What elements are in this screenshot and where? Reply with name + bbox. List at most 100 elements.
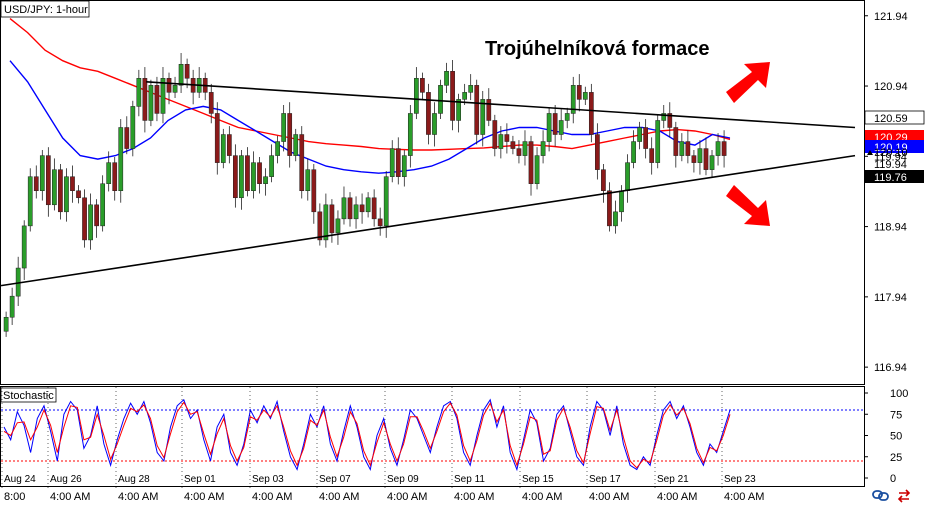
chart-title: USD/JPY: 1-hour bbox=[4, 4, 88, 16]
x-time-label-10: 4:00 AM bbox=[657, 491, 697, 503]
candle-9 bbox=[58, 169, 63, 213]
price-label-2: 120.19 bbox=[874, 142, 908, 154]
x-date-label-5: Sep 07 bbox=[319, 474, 351, 485]
candle-27 bbox=[166, 78, 172, 93]
arrow-up bbox=[726, 62, 770, 103]
x-date-label-11: Sep 23 bbox=[724, 474, 756, 485]
candle-119 bbox=[721, 141, 727, 156]
candle-34 bbox=[208, 92, 214, 114]
candle-28 bbox=[172, 85, 178, 93]
candle-111 bbox=[673, 127, 679, 156]
candle-88 bbox=[534, 155, 540, 184]
price-label-3: 120.10 bbox=[874, 147, 908, 159]
candle-69 bbox=[420, 78, 425, 93]
candle-24 bbox=[148, 85, 154, 121]
x-time-label-3: 4:00 AM bbox=[184, 491, 224, 503]
candle-63 bbox=[383, 176, 389, 227]
price-label-4: 119.94 bbox=[874, 159, 907, 171]
candle-68 bbox=[414, 78, 419, 114]
candle-103 bbox=[625, 162, 630, 191]
candle-10 bbox=[64, 176, 69, 213]
candle-18 bbox=[112, 162, 118, 191]
candle-47 bbox=[287, 113, 293, 156]
main-panel-frame bbox=[0, 0, 865, 385]
candle-75 bbox=[456, 99, 461, 121]
x-time-label-5: 4:00 AM bbox=[319, 491, 359, 503]
x-time-label-11: 4:00 AM bbox=[724, 491, 764, 503]
lower-trendline bbox=[0, 154, 856, 287]
candle-22 bbox=[136, 78, 142, 107]
candle-17 bbox=[106, 162, 112, 184]
y-tick-label-5: 116.94 bbox=[874, 362, 907, 374]
x-time-label-8: 4:00 AM bbox=[522, 491, 562, 503]
stoch-panel-frame bbox=[0, 386, 865, 487]
candle-40 bbox=[245, 155, 250, 191]
candle-51 bbox=[311, 169, 317, 213]
price-label-box-2 bbox=[865, 140, 924, 153]
candle-93 bbox=[564, 113, 570, 121]
candle-106 bbox=[643, 127, 649, 149]
x-date-label-4: Sep 03 bbox=[252, 474, 284, 485]
candle-108 bbox=[655, 120, 661, 163]
swap-arrows-icon[interactable] bbox=[897, 489, 911, 503]
x-time-label-9: 4:00 AM bbox=[589, 491, 629, 503]
candle-21 bbox=[130, 106, 136, 149]
candle-16 bbox=[100, 183, 106, 227]
link-icon[interactable] bbox=[872, 490, 889, 501]
candle-80 bbox=[486, 99, 492, 121]
price-label-box-1 bbox=[865, 130, 924, 143]
candle-61 bbox=[371, 197, 377, 220]
x-time-label-4: 4:00 AM bbox=[252, 491, 292, 503]
price-label-5: 119.76 bbox=[874, 172, 907, 184]
candle-66 bbox=[401, 155, 407, 177]
candle-41 bbox=[251, 162, 256, 191]
candle-4 bbox=[27, 176, 33, 227]
candle-96 bbox=[582, 92, 588, 100]
candle-78 bbox=[474, 85, 480, 135]
candle-8 bbox=[52, 169, 57, 206]
candle-15 bbox=[94, 204, 99, 227]
candle-118 bbox=[715, 141, 721, 156]
candle-13 bbox=[82, 197, 87, 241]
x-time-label-7: 4:00 AM bbox=[454, 491, 494, 503]
candle-94 bbox=[570, 85, 576, 114]
candle-56 bbox=[341, 197, 347, 220]
chart-title-box bbox=[0, 0, 90, 18]
y-tick-label-0: 121.94 bbox=[874, 11, 908, 23]
candle-3 bbox=[21, 225, 27, 269]
candle-79 bbox=[480, 99, 486, 135]
candle-65 bbox=[395, 148, 401, 177]
candle-23 bbox=[142, 78, 148, 121]
candle-87 bbox=[528, 141, 534, 184]
stoch-tick-label-3: 25 bbox=[890, 452, 902, 464]
price-marker-3 bbox=[867, 150, 873, 155]
stoch-tick-label-2: 50 bbox=[890, 431, 902, 443]
candle-114 bbox=[691, 155, 697, 163]
candle-46 bbox=[281, 113, 287, 142]
candle-37 bbox=[226, 134, 232, 156]
y-tick-label-4: 117.94 bbox=[874, 292, 907, 304]
candle-74 bbox=[450, 71, 455, 121]
y-tick-label-3: 118.94 bbox=[874, 222, 907, 234]
x-date-label-7: Sep 11 bbox=[454, 474, 485, 485]
candle-110 bbox=[667, 113, 673, 128]
x-date-label-9: Sep 17 bbox=[589, 474, 621, 485]
pattern-annotation: Trojúhelníková formace bbox=[485, 38, 710, 60]
x-time-label-1: 4:00 AM bbox=[50, 491, 90, 503]
candle-43 bbox=[263, 176, 268, 184]
candle-45 bbox=[275, 141, 280, 156]
candle-92 bbox=[558, 120, 564, 135]
candle-29 bbox=[178, 63, 184, 86]
x-date-label-10: Sep 21 bbox=[657, 474, 689, 485]
arrow-down bbox=[726, 185, 770, 226]
candle-109 bbox=[661, 113, 667, 121]
candle-25 bbox=[154, 85, 160, 114]
candle-90 bbox=[546, 113, 552, 142]
candle-0 bbox=[3, 316, 9, 332]
candle-71 bbox=[432, 113, 437, 135]
candle-70 bbox=[426, 92, 431, 135]
stoch-title-box bbox=[0, 387, 57, 403]
candle-97 bbox=[588, 92, 594, 135]
candle-100 bbox=[607, 190, 612, 227]
candle-102 bbox=[619, 190, 624, 213]
